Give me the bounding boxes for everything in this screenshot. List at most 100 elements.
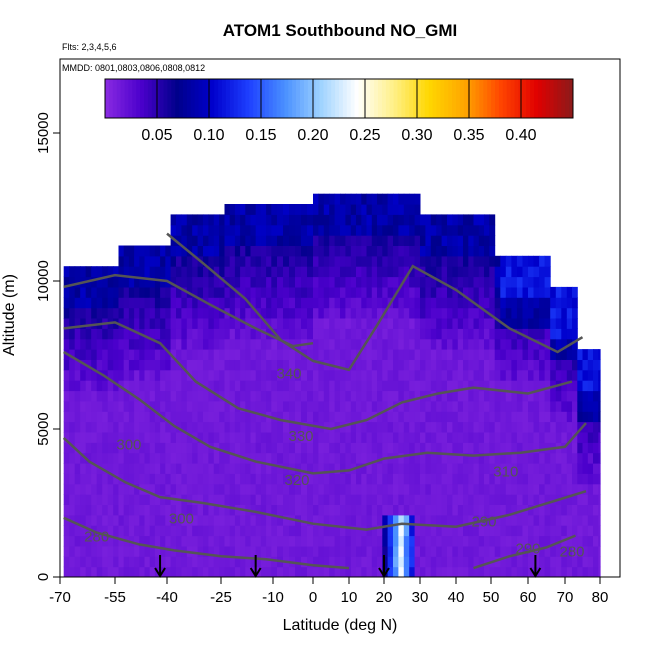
heatmap-cell xyxy=(245,483,251,495)
heatmap-cell xyxy=(181,307,188,319)
heatmap-cell xyxy=(598,380,601,392)
heatmap-cell xyxy=(295,380,302,392)
heatmap-cell xyxy=(128,286,135,298)
heatmap-cell xyxy=(139,556,145,568)
heatmap-cell xyxy=(176,566,182,578)
heatmap-cell xyxy=(473,286,480,298)
heatmap-cell xyxy=(213,276,220,288)
heatmap-cell xyxy=(277,514,284,526)
heatmap-cell xyxy=(245,266,251,278)
heatmap-cell xyxy=(350,297,357,309)
heatmap-cell xyxy=(516,380,523,392)
heatmap-cell xyxy=(484,380,490,392)
heatmap-cell xyxy=(192,504,199,516)
heatmap-cell xyxy=(208,245,215,257)
heatmap-cell xyxy=(85,421,92,433)
heatmap-cell xyxy=(154,525,161,537)
heatmap-cell xyxy=(118,338,125,350)
heatmap-cell xyxy=(107,545,114,557)
heatmap-cell xyxy=(500,349,507,360)
heatmap-cell xyxy=(382,463,389,474)
heatmap-cell xyxy=(447,545,453,557)
heatmap-cell xyxy=(307,535,314,547)
heatmap-cell xyxy=(229,224,236,236)
heatmap-cell xyxy=(260,400,267,412)
heatmap-cell xyxy=(409,359,416,371)
heatmap-cell xyxy=(494,390,501,402)
heatmap-cell xyxy=(219,245,225,257)
heatmap-cell xyxy=(118,432,125,443)
heatmap-cell xyxy=(572,328,578,340)
heatmap-cell xyxy=(208,535,215,547)
heatmap-cell xyxy=(436,235,443,246)
heatmap-cell xyxy=(473,214,480,226)
heatmap-cell xyxy=(382,193,389,205)
heatmap-cell xyxy=(468,463,475,474)
heatmap-cell xyxy=(271,266,278,278)
heatmap-cell xyxy=(154,473,161,485)
x-tick-label: 10 xyxy=(341,589,358,606)
heatmap-cell xyxy=(494,421,501,433)
heatmap-cell xyxy=(113,349,119,360)
heatmap-cell xyxy=(550,545,557,557)
colorbar-swatch xyxy=(280,79,285,118)
heatmap-cell xyxy=(366,463,373,474)
heatmap-cell xyxy=(118,297,125,309)
heatmap-cell xyxy=(505,338,512,350)
heatmap-cell xyxy=(544,535,551,547)
colorbar-swatch xyxy=(198,79,203,118)
heatmap-cell xyxy=(186,525,193,537)
heatmap-cell xyxy=(250,318,257,329)
heatmap-cell xyxy=(561,338,568,350)
heatmap-cell xyxy=(197,276,204,288)
colorbar-swatch xyxy=(147,79,153,118)
heatmap-cell xyxy=(420,504,426,516)
heatmap-cell xyxy=(118,369,125,381)
heatmap-cell xyxy=(63,452,70,464)
heatmap-cell xyxy=(340,380,346,392)
heatmap-cell xyxy=(113,421,119,433)
heatmap-cell xyxy=(356,390,362,402)
heatmap-cell xyxy=(229,483,236,495)
heatmap-cell xyxy=(271,514,278,526)
heatmap-cell xyxy=(245,255,251,267)
heatmap-cell xyxy=(441,297,448,309)
heatmap-cell xyxy=(224,432,231,443)
colorbar-swatch xyxy=(159,79,164,118)
heatmap-cell xyxy=(441,235,448,246)
heatmap-cell xyxy=(414,369,421,381)
heatmap-cell xyxy=(425,442,432,454)
heatmap-cell xyxy=(192,276,199,288)
heatmap-cell xyxy=(489,276,496,288)
chart-subtitle: Flts: 2,3,4,5,6 xyxy=(62,42,117,52)
heatmap-cell xyxy=(528,556,534,568)
heatmap-cell xyxy=(361,556,368,568)
heatmap-cell xyxy=(334,318,341,329)
heatmap-cell xyxy=(582,349,589,360)
heatmap-cell xyxy=(473,276,480,288)
heatmap-cell xyxy=(528,514,534,526)
heatmap-cell xyxy=(484,400,490,412)
heatmap-cell xyxy=(102,421,109,433)
heatmap-cell xyxy=(350,432,357,443)
heatmap-cell xyxy=(128,297,135,309)
heatmap-cell xyxy=(271,235,278,246)
heatmap-cell xyxy=(329,463,336,474)
heatmap-cell xyxy=(213,463,220,474)
heatmap-cell xyxy=(313,214,319,226)
heatmap-cell xyxy=(313,400,319,412)
heatmap-cell xyxy=(393,545,399,557)
heatmap-cell xyxy=(398,359,405,371)
heatmap-cell xyxy=(229,338,236,350)
heatmap-cell xyxy=(340,224,346,236)
colorbar-swatch xyxy=(456,79,461,118)
heatmap-cell xyxy=(468,318,475,329)
heatmap-cell xyxy=(350,349,357,360)
heatmap-cell xyxy=(149,276,156,288)
heatmap-cell xyxy=(160,255,166,267)
heatmap-cell xyxy=(561,545,568,557)
heatmap-cell xyxy=(240,235,246,246)
heatmap-cell xyxy=(144,494,151,505)
heatmap-cell xyxy=(340,276,346,288)
heatmap-cell xyxy=(245,328,251,340)
